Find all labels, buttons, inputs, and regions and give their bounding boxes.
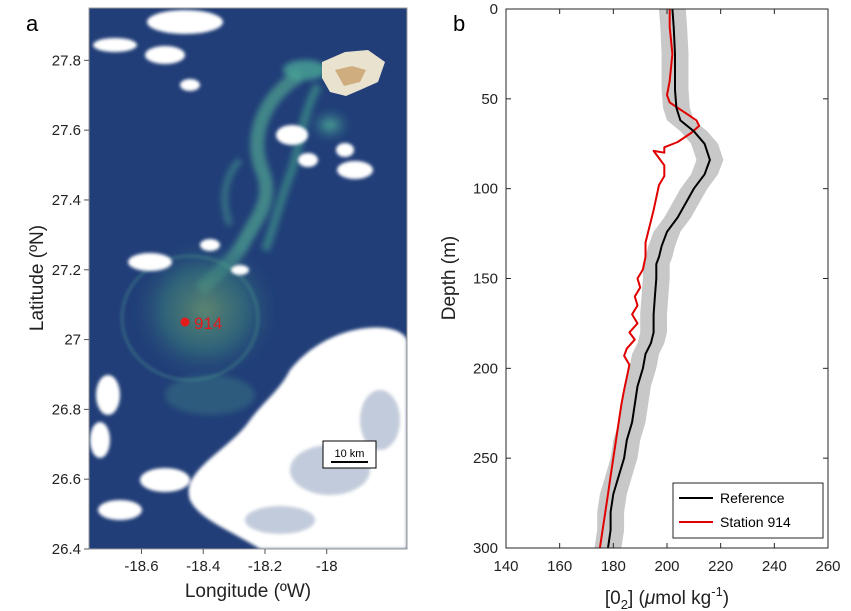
panel-a-y-axis-label: Latitude (ºN) bbox=[27, 225, 48, 331]
panel-a-y-tick-label: 26.8 bbox=[52, 401, 81, 418]
panel-a-x-tick-label: -18.4 bbox=[186, 558, 220, 575]
panel-a-x-axis-label: Longitude (ºW) bbox=[185, 581, 311, 602]
panel-a-x-tick-label: -18.6 bbox=[124, 558, 158, 575]
panel-a-y-tick-label: 27 bbox=[64, 332, 81, 349]
panel-b-y-tick-label: 0 bbox=[490, 1, 498, 18]
panel-b-y-axis-label: Depth (m) bbox=[439, 236, 460, 320]
panel-b-x-tick-label: 140 bbox=[493, 558, 518, 575]
panel-b: b 140 160 180 200 220 240 260 0 50 100 150 200 250 3… bbox=[439, 1, 841, 611]
panel-b-y-tick-label: 50 bbox=[481, 91, 498, 108]
panel-a-y-tick-label: 27.4 bbox=[52, 192, 81, 209]
panel-a-y-tick-label: 27.2 bbox=[52, 262, 81, 279]
panel-b-letter: b bbox=[453, 11, 465, 36]
panel-a-y-tick-label: 26.6 bbox=[52, 471, 81, 488]
panel-a-y-tick-label: 27.8 bbox=[52, 52, 81, 69]
panel-a-y-ticks: 27.8 27.6 27.4 27.2 27 26.8 26.6 26.4 bbox=[52, 52, 89, 558]
panel-b-x-ticks: 140 160 180 200 220 240 260 bbox=[493, 9, 841, 575]
panel-b-y-ticks: 0 50 100 150 200 250 300 bbox=[473, 1, 828, 557]
station-marker bbox=[180, 317, 190, 327]
panel-b-x-tick-label: 160 bbox=[547, 558, 572, 575]
panel-b-x-tick-label: 240 bbox=[762, 558, 787, 575]
reference-uncertainty-band bbox=[594, 9, 724, 548]
panel-b-y-tick-label: 150 bbox=[473, 271, 498, 288]
panel-b-x-tick-label: 180 bbox=[601, 558, 626, 575]
panel-b-y-tick-label: 250 bbox=[473, 450, 498, 467]
panel-b-y-tick-label: 100 bbox=[473, 181, 498, 198]
panel-b-x-tick-label: 260 bbox=[815, 558, 840, 575]
reference-band bbox=[594, 9, 724, 548]
panel-b-y-tick-label: 300 bbox=[473, 540, 498, 557]
panel-a: a bbox=[26, 7, 408, 602]
scale-bar: 10 km bbox=[322, 440, 377, 469]
panel-b-x-tick-label: 220 bbox=[708, 558, 733, 575]
panel-a-letter: a bbox=[26, 11, 39, 36]
panel-a-x-tick-label: -18 bbox=[316, 558, 338, 575]
station-label: 914 bbox=[194, 314, 222, 333]
panel-a-y-tick-label: 27.6 bbox=[52, 122, 81, 139]
legend: Reference Station 914 bbox=[672, 482, 824, 539]
station-914-line bbox=[598, 9, 701, 549]
panel-a-y-tick-label: 26.4 bbox=[52, 541, 81, 558]
panel-b-y-tick-label: 200 bbox=[473, 360, 498, 377]
reference-line bbox=[607, 8, 711, 549]
satellite-image bbox=[89, 8, 407, 549]
clouds bbox=[90, 10, 407, 549]
panel-b-x-tick-label: 200 bbox=[654, 558, 679, 575]
scale-bar-label: 10 km bbox=[335, 448, 365, 460]
panel-a-x-ticks: -18.6 -18.4 -18.2 -18 bbox=[124, 549, 338, 575]
panel-a-x-tick-label: -18.2 bbox=[248, 558, 282, 575]
panel-b-x-axis-label: [02] (μmol kg-1) bbox=[605, 584, 729, 611]
legend-label-reference: Reference bbox=[720, 490, 785, 506]
legend-label-station: Station 914 bbox=[720, 514, 791, 530]
profile-lines bbox=[598, 8, 711, 549]
